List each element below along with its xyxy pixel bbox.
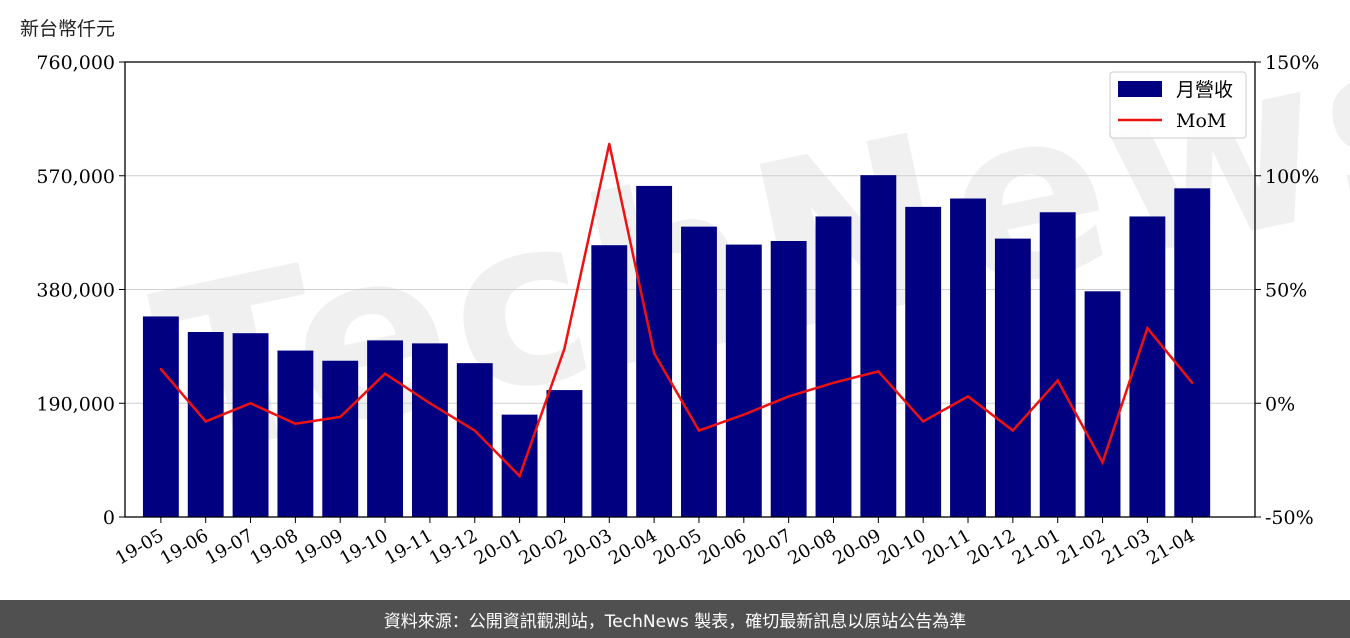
x-tick-label: 21-04 [1143,525,1198,569]
mom-point [294,422,297,425]
legend-label-bar: 月營收 [1176,79,1233,101]
x-tick-label: 19-12 [426,525,481,569]
x-tick-label: 20-04 [605,525,660,569]
mom-point [921,420,925,423]
mom-point [1191,381,1194,384]
footer-text: 資料來源：公開資訊觀測站，TechNews 製表，確切最新訊息以原站公告為準 [383,611,967,632]
bar [950,198,986,517]
mom-point [428,402,432,405]
x-tick-label: 20-05 [650,525,705,569]
x-tick-label: 21-01 [1009,525,1064,569]
mom-point [159,367,163,371]
mom-point [966,395,970,398]
mom-line [159,143,1194,479]
chart: 0 190,000 380,000 570,000 760,000 -50% 0% 50% 10… [36,52,1319,569]
right-tick-label: -50% [1265,507,1314,529]
right-tick-label: 150% [1265,52,1319,74]
mom-point [1101,461,1104,464]
mom-point [832,381,835,384]
mom-point [1011,429,1015,432]
bar [905,206,942,517]
mom-point [518,474,521,478]
left-tick-label: 0 [103,507,115,529]
mom-point [1146,326,1149,330]
bar [860,175,897,518]
bar [546,390,583,517]
x-tick-label: 19-06 [157,525,212,569]
x-tick-label: 20-12 [964,525,1019,569]
mom-point [608,142,611,146]
mom-point [204,420,207,423]
x-tick-label: 21-03 [1098,525,1153,569]
bar [367,340,404,517]
mom-point [742,413,746,416]
footer: 資料來源：公開資訊觀測站，TechNews 製表，確切最新訊息以原站公告為準 [0,600,1350,638]
left-tick-label: 190,000 [36,393,115,415]
mom-point [563,347,566,350]
x-tick-label: 20-06 [695,525,750,569]
bar [187,332,224,517]
bar [1039,212,1076,518]
bar [725,244,762,517]
bar [1174,188,1211,517]
mom-point [1056,379,1059,382]
bar [456,363,493,517]
bar [142,316,179,517]
legend-swatch-bar [1118,81,1162,97]
x-tick-label: 21-02 [1054,525,1109,569]
mom-point [383,372,387,375]
mom-point [787,395,790,398]
unit-label: 新台幣仟元 [20,18,116,40]
legend-label-line: MoM [1176,110,1226,132]
left-tick-label: 760,000 [36,52,115,74]
x-tick-label: 20-10 [874,525,929,569]
x-tick-label: 19-09 [291,525,346,569]
mom-point [249,402,252,405]
x-tick-label: 20-03 [560,525,615,569]
mom-point [877,370,880,373]
x-tick-label: 19-07 [202,525,257,569]
bar [815,216,852,518]
x-tick-label: 19-11 [381,525,436,569]
right-tick-label: 100% [1265,166,1319,188]
x-tick-label: 20-01 [471,525,526,569]
bar [322,360,359,517]
x-tick-label: 19-10 [336,525,391,569]
mom-point [473,429,476,432]
bar [591,245,628,517]
left-tick-label: 380,000 [36,280,115,302]
bar [994,238,1031,517]
mom-point [652,352,656,355]
x-tick-label: 20-08 [785,525,840,569]
bar [501,414,538,517]
bar [411,343,448,517]
x-tick-label: 20-07 [740,525,795,569]
right-tick-label: 50% [1265,280,1307,302]
x-tick-label: 20-09 [829,525,884,569]
x-tick-label: 19-05 [112,525,167,569]
x-tick-label: 20-11 [919,525,974,569]
x-tick-label: 20-02 [516,525,571,569]
bar [770,241,807,517]
bar [681,226,717,517]
right-tick-label: 0% [1265,393,1295,415]
bar [232,333,269,517]
left-tick-label: 570,000 [36,166,115,188]
bar [277,350,314,517]
bar [1084,291,1121,517]
x-tick-label: 19-08 [246,525,301,569]
mom-point [697,429,701,432]
mom-point [339,415,342,419]
